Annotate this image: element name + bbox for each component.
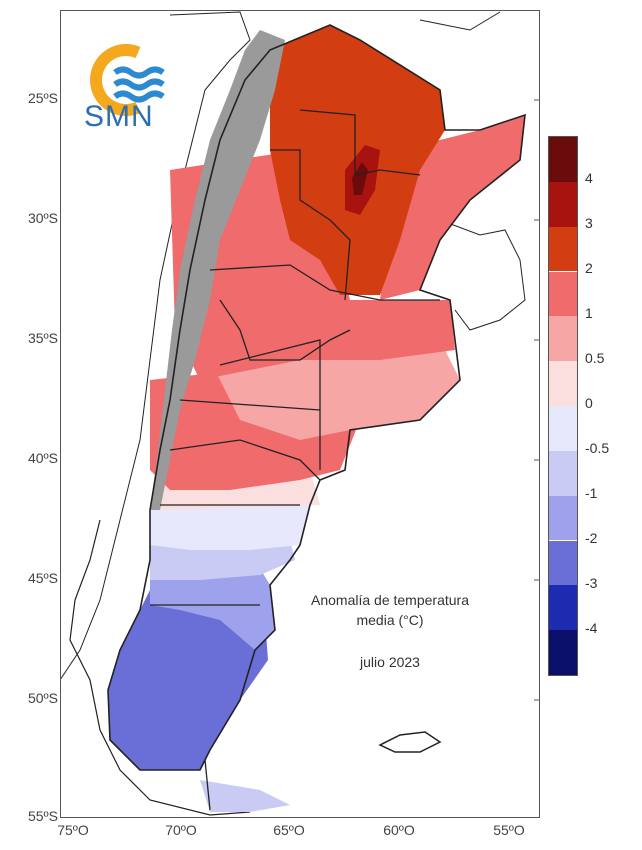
lat-label-50s: 50ºS (27, 690, 58, 706)
legend-swatch (549, 630, 577, 675)
annotation-date: julio 2023 (360, 654, 420, 670)
lat-label-25s: 25ºS (27, 90, 58, 106)
anomaly-region-tierra-del-fuego (200, 780, 290, 812)
annotation-title-line2: media (°C) (356, 612, 424, 628)
legend-label: -0.5 (585, 440, 610, 456)
legend-swatch (549, 181, 577, 227)
anomaly-region-minus2 (108, 588, 268, 770)
lat-label-40s: 40ºS (27, 450, 58, 466)
lat-label-55s: 55ºS (27, 808, 58, 824)
lon-label-70o: 70ºO (165, 822, 197, 838)
legend-label: 4 (585, 170, 593, 186)
map-annotation: Anomalía de temperatura media (°C) julio… (290, 590, 490, 672)
legend-label: 3 (585, 215, 593, 231)
legend-swatch (549, 226, 577, 272)
lon-label-55o: 55ºO (493, 822, 525, 838)
legend-label: 2 (585, 260, 593, 276)
legend-swatch (549, 271, 577, 317)
legend-label: -3 (585, 575, 598, 591)
chile-coast-outline (69, 519, 251, 816)
lon-label-65o: 65ºO (273, 822, 305, 838)
legend-swatch (549, 316, 577, 362)
legend-label: 0.5 (585, 350, 605, 366)
legend-label: -4 (585, 620, 598, 636)
falklands-outline (378, 731, 442, 753)
legend-label: 1 (585, 305, 593, 321)
lat-label-30s: 30ºS (27, 210, 58, 226)
lon-label-75o: 75ºO (57, 822, 89, 838)
lon-label-60o: 60ºO (383, 822, 415, 838)
neighbor-country-outline (439, 219, 526, 331)
legend-swatch (549, 585, 577, 631)
legend-label: 0 (585, 395, 593, 411)
legend-swatch (549, 361, 577, 406)
legend-swatch (549, 406, 577, 451)
legend-swatch (549, 137, 577, 182)
color-legend (548, 136, 578, 676)
lat-label-35s: 35ºS (27, 330, 58, 346)
andes-mountain-mask (150, 30, 285, 510)
legend-swatch (549, 450, 577, 496)
smn-logo-icon (90, 44, 165, 116)
anomaly-region-1-centre (170, 150, 455, 380)
anomaly-region-minus05 (150, 540, 295, 580)
legend-label: -2 (585, 530, 598, 546)
anomaly-region-zero (150, 505, 310, 550)
legend-swatch (549, 495, 577, 541)
smn-logo-text: SMN (84, 100, 154, 133)
neighbor-country-outline (419, 11, 501, 31)
argentina-border (107, 24, 526, 771)
legend-swatch (549, 540, 577, 586)
annotation-title-line1: Anomalía de temperatura (311, 592, 469, 608)
lat-label-45s: 45ºS (27, 570, 58, 586)
anomaly-region-4 (352, 162, 368, 195)
neighbor-country-outline (61, 11, 251, 680)
legend-label: -1 (585, 485, 598, 501)
